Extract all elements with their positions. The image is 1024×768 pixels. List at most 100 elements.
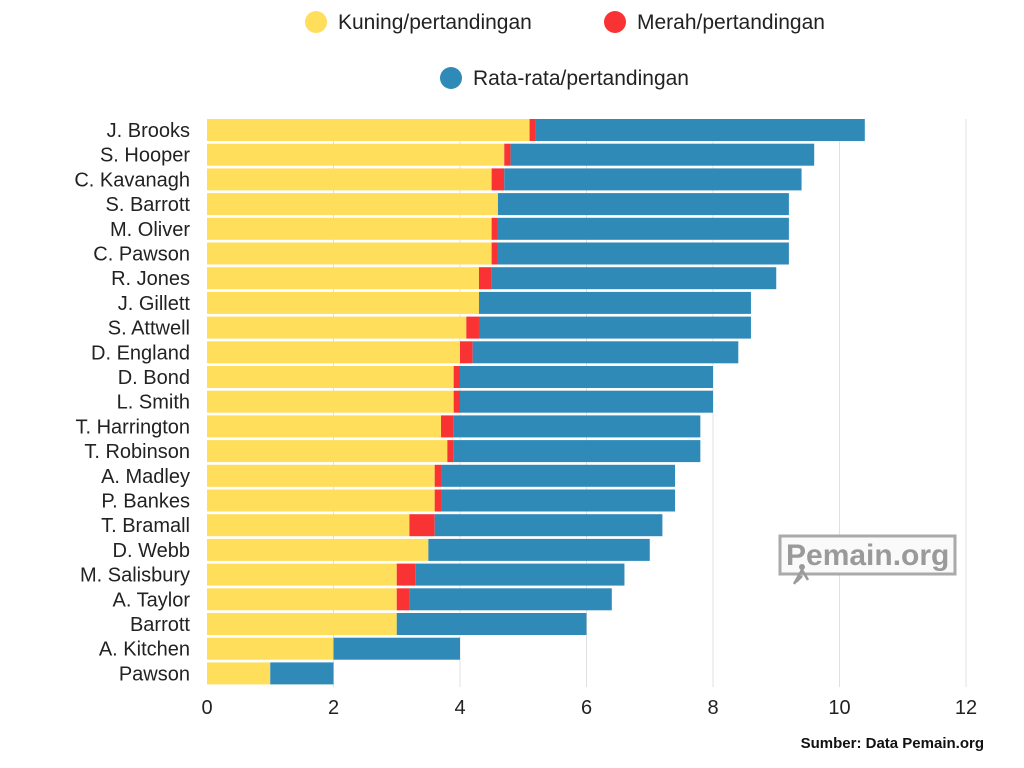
- bar-segment: [441, 489, 676, 512]
- bar-segment: [207, 613, 397, 635]
- y-category-label: S. Attwell: [108, 318, 190, 340]
- bar-segment: [207, 242, 492, 265]
- bar-segment: [207, 588, 397, 611]
- bar-segment: [207, 538, 429, 561]
- bar-segment: [207, 390, 454, 413]
- bar-segment: [207, 193, 498, 216]
- bar-segment: [497, 217, 789, 240]
- bar-segment: [460, 390, 713, 413]
- bar-segment: [434, 489, 442, 512]
- x-tick-label: 8: [707, 697, 718, 719]
- y-category-label: T. Robinson: [84, 441, 190, 463]
- y-category-label: L. Smith: [117, 392, 190, 414]
- bar-segment: [529, 119, 536, 141]
- watermark-text: Pemain.org: [786, 539, 949, 572]
- bar-segment: [504, 143, 511, 166]
- bar-segment: [472, 341, 739, 364]
- bar-segment: [453, 390, 460, 413]
- bar-segment: [497, 193, 789, 216]
- bar-segment: [207, 489, 435, 512]
- bar-segment: [409, 514, 435, 537]
- y-category-label: P. Bankes: [101, 491, 190, 513]
- y-category-label: A. Taylor: [113, 589, 191, 611]
- bar-segment: [396, 613, 587, 635]
- bar-segment: [207, 563, 397, 586]
- y-category-label: S. Barrott: [106, 194, 191, 216]
- bar-segment: [535, 119, 865, 141]
- y-category-label: J. Brooks: [107, 120, 190, 142]
- bar-segment: [207, 119, 530, 141]
- bar-segment: [441, 464, 676, 487]
- x-tick-label: 0: [201, 697, 212, 719]
- y-category-label: M. Oliver: [110, 219, 190, 241]
- bar-segment: [428, 538, 650, 561]
- bar-segment: [396, 563, 416, 586]
- legend-marker: [604, 11, 626, 33]
- y-category-label: D. Bond: [118, 367, 190, 389]
- legend: Kuning/pertandingan Merah/pertandingan Rat…: [305, 11, 825, 90]
- x-tick-label: 10: [828, 697, 850, 719]
- bar-segment: [207, 341, 460, 364]
- bar-segment: [460, 366, 713, 388]
- bar-segment: [207, 316, 467, 339]
- player-icon-body: [792, 567, 810, 585]
- y-category-label: A. Madley: [101, 466, 190, 488]
- bar-segment: [409, 588, 612, 611]
- y-category-label: S. Hooper: [100, 145, 190, 167]
- bar-segment: [434, 464, 442, 487]
- bar-segment: [270, 662, 334, 685]
- bar-segment: [497, 242, 789, 265]
- player-icon: [799, 564, 805, 570]
- legend-label: Kuning/pertandingan: [338, 11, 532, 34]
- bar-segment: [510, 143, 815, 166]
- bar-segment: [207, 440, 448, 463]
- legend-label: Rata-rata/pertandingan: [473, 67, 689, 90]
- bar-segment: [453, 440, 701, 463]
- bar-segment: [478, 291, 751, 314]
- bar-segment: [207, 168, 492, 191]
- y-category-label: T. Harrington: [76, 416, 191, 438]
- bar-segment: [207, 464, 435, 487]
- bar-segment: [207, 291, 479, 314]
- bar-segment: [396, 588, 410, 611]
- y-category-label: D. England: [91, 342, 190, 364]
- bar-segment: [460, 341, 473, 364]
- bar-segment: [207, 366, 454, 388]
- bar-segment: [491, 217, 498, 240]
- bar-segment: [207, 217, 492, 240]
- legend-label: Merah/pertandingan: [637, 11, 825, 34]
- bar-segment: [453, 366, 460, 388]
- x-tick-label: 6: [581, 697, 592, 719]
- y-category-label: Barrott: [130, 614, 190, 636]
- bar-segment: [207, 415, 442, 438]
- bar-segment: [504, 168, 802, 191]
- y-category-label: A. Kitchen: [99, 639, 190, 661]
- bar-segment: [415, 563, 625, 586]
- y-category-label: C. Pawson: [93, 244, 190, 266]
- bar-segment: [333, 637, 460, 660]
- bar-segment: [491, 267, 777, 290]
- source-note: Sumber: Data Pemain.org: [800, 735, 984, 752]
- legend-marker: [305, 11, 327, 33]
- y-category-label: J. Gillett: [118, 293, 191, 315]
- y-category-label: C. Kavanagh: [74, 169, 190, 191]
- y-category-label: D. Webb: [113, 540, 190, 562]
- legend-marker: [440, 67, 462, 89]
- x-tick-label: 12: [955, 697, 977, 719]
- bar-segment: [207, 637, 334, 660]
- watermark-logo: Pemain.org: [778, 534, 957, 585]
- bar-segment: [491, 168, 505, 191]
- y-category-label: M. Salisbury: [80, 565, 190, 587]
- x-axis-labels: 0 2 4 6 8 10 12: [201, 697, 977, 719]
- bar-segment: [491, 242, 498, 265]
- bar-segment: [207, 514, 410, 537]
- y-category-label: T. Bramall: [101, 515, 190, 537]
- y-category-label: R. Jones: [111, 268, 190, 290]
- bar-segment: [207, 267, 479, 290]
- bar-segment: [478, 267, 492, 290]
- bar-segment: [453, 415, 701, 438]
- bar-segment: [207, 662, 271, 685]
- x-tick-label: 4: [454, 697, 465, 719]
